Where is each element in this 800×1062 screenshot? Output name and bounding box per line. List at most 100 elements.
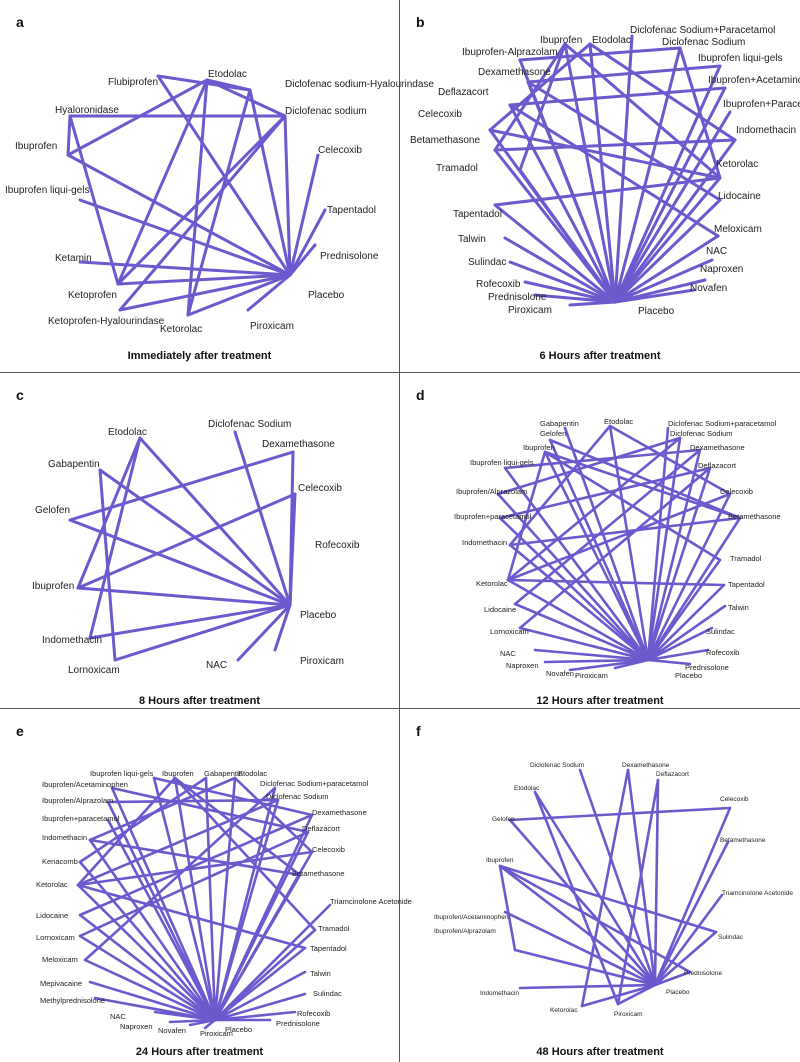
edge-Betamethasone-to-Placebo [646, 516, 742, 662]
node-label: Rofecoxib [476, 279, 521, 290]
edge-Ibuprofen-to-Placebo [173, 776, 217, 1022]
edge-Ketoprofen-to-Etodolac [116, 78, 209, 286]
node-label: Ketorolac [716, 159, 759, 170]
node-label: Ketorolac [476, 579, 508, 588]
edge-Piroxicam-to-Placebo [568, 300, 617, 307]
node-label: Lidocaine [484, 605, 517, 614]
edge-Ibuprofen/Alprazolam-to-Placebo [106, 800, 217, 1022]
edge-Celecoxib-to-Ketorolac [506, 492, 732, 582]
node-label: NAC [110, 1012, 126, 1021]
edge-Ibuprofen/Alprazolam-to-Placebo [513, 948, 657, 987]
edge-Ibuprofen-to-Placebo [543, 450, 650, 662]
node-label: Sulindac [313, 989, 342, 998]
node-label: Triamcinolone Acetonide [330, 897, 412, 906]
node-label: Lidocaine [36, 911, 69, 920]
edge-Ibuprofen liqui-gels-to-Placebo [503, 466, 650, 662]
edge-Diclofenac Sodium+paracetamol-to-Placebo [646, 426, 670, 662]
node-label: Lornoxicam [36, 933, 75, 942]
node-label: Meloxicam [714, 224, 762, 235]
node-label: Betamethasone [410, 135, 481, 146]
edge-Ibuprofen/Alprazolam-to-Placebo [496, 492, 650, 662]
edge-Ibuprofen liqui-gels-to-Placebo [78, 198, 292, 277]
edge-Etodolac-to-Indomethacin [508, 424, 612, 547]
edge-Prednisolone-to-Placebo [533, 293, 617, 304]
node-label: Diclofenac Sodium [662, 37, 746, 48]
edge-Piroxicam-to-Placebo [273, 603, 292, 652]
node-label: Diclofenac Sodium+Paracetamol [630, 25, 776, 36]
edge-Tapentadol-to-Placebo [288, 208, 327, 277]
node-label: Ibuprofen/Alprazolam [434, 928, 496, 935]
node-label: Talwin [310, 969, 331, 978]
node-label: Ibuprofen liqui-gels [470, 458, 534, 467]
edge-Lidocaine-to-Placebo [613, 198, 722, 304]
node-label: Gelofen [492, 816, 515, 823]
edge-Diclofenac Sodium+Paracetamol-to-Placebo [613, 34, 634, 304]
edge-Ketorolac-to-Tapentadol [506, 578, 726, 587]
network-graph-c [68, 430, 297, 662]
edge-Ketorolac-to-Placebo [506, 578, 650, 662]
edge-Diclofenac sodium-Hyalourindase-to-Placebo [248, 88, 292, 277]
node-label: Ibuprofen [15, 141, 58, 152]
edge-Ketoprofen-to-Placebo [116, 273, 292, 286]
node-label: NAC [706, 246, 728, 257]
node-label: Sulindac [468, 257, 507, 268]
edge-NAC-to-Placebo [533, 648, 650, 662]
node-label: Ketoprofen [68, 290, 117, 301]
node-label: Betamethasone [292, 869, 345, 878]
edge-Ketorolac-to-Placebo [613, 176, 722, 304]
node-label: Ketorolac [550, 1007, 578, 1014]
node-label: Naproxen [120, 1022, 153, 1031]
node-label: Piroxicam [614, 1011, 643, 1018]
edge-Indomethacin-to-Betamethasone [508, 516, 742, 547]
node-label: Piroxicam [575, 671, 608, 680]
edge-Sulindac-to-Placebo [508, 260, 617, 304]
edge-Gelofen-to-Placebo [508, 818, 657, 987]
node-label: Indomethacin [480, 990, 520, 997]
edge-Diclofenac Sodium-to-Placebo [213, 798, 280, 1022]
edge-Etodolac-to-Placebo [608, 424, 650, 662]
edge-Diclofenac Sodium-to-Ketorolac [506, 436, 682, 582]
node-label: Diclofenac Sodium [208, 419, 292, 430]
node-label: Dexamethasone [622, 762, 670, 769]
node-label: Flubiprofen [108, 77, 159, 88]
node-label: Ibuprofen [540, 35, 583, 46]
node-label: Placebo [225, 1025, 253, 1034]
edge-Ketamin-to-Placebo [78, 260, 292, 277]
panel-caption: 12 Hours after treatment [536, 695, 664, 707]
node-label: Prednisolone [320, 251, 379, 262]
edge-Piroxicam-to-Placebo [246, 273, 292, 312]
node-label: Deflazacort [302, 824, 340, 833]
edge-Etodolac-to-Indomethacin [88, 436, 142, 640]
node-label: Ibuprofen liqui-gels [698, 53, 783, 64]
edge-Celecoxib-to-Ketorolac [76, 850, 314, 887]
edge-Etodolac-to-Indomethacin [88, 776, 237, 842]
node-label: Diclofenac Sodium [670, 429, 733, 438]
node-label: Ketorolac [36, 880, 68, 889]
node-label: Ibuprofen/Alprazolam [456, 487, 528, 496]
edge-Ibuprofen+paracetamol-to-Placebo [106, 818, 217, 1022]
node-label: Talwin [728, 603, 749, 612]
node-label: Triamcinolone Acetonide [722, 890, 793, 897]
panel-caption: 48 Hours after treatment [536, 1046, 664, 1058]
edge-Ibuprofen-to-Placebo [563, 42, 617, 304]
node-label: Ibuprofen [162, 769, 194, 778]
edge-NAC-to-Placebo [613, 258, 714, 304]
network-graph-b [488, 34, 737, 307]
edge-Gelofen-to-Betamethasone [548, 438, 742, 520]
edge-Ibuprofen-to-Sulindac [498, 864, 718, 934]
edge-Ibuprofen liqui-gels-to-Dexamethasone [503, 448, 702, 470]
node-label: Novafen [158, 1026, 186, 1035]
node-label: Gelofen [540, 429, 567, 438]
node-label: Tramadol [436, 163, 478, 174]
node-label: Placebo [308, 290, 345, 301]
node-label: Meloxicam [42, 955, 78, 964]
edge-Novafen-to-Placebo [613, 288, 696, 304]
edge-Etodolac-to-Ibuprofen [76, 436, 142, 590]
node-label: Ibuprofen-Alprazolam [462, 47, 558, 58]
network-graph-d [496, 424, 742, 672]
node-label: Lornoxicam [68, 665, 120, 676]
edge-Prednisolone-to-Placebo [646, 658, 692, 666]
edge-Sulindac-to-Placebo [646, 626, 714, 662]
edge-Etodolac-to-Celecoxib [233, 776, 314, 854]
panel-letter: a [16, 14, 24, 30]
